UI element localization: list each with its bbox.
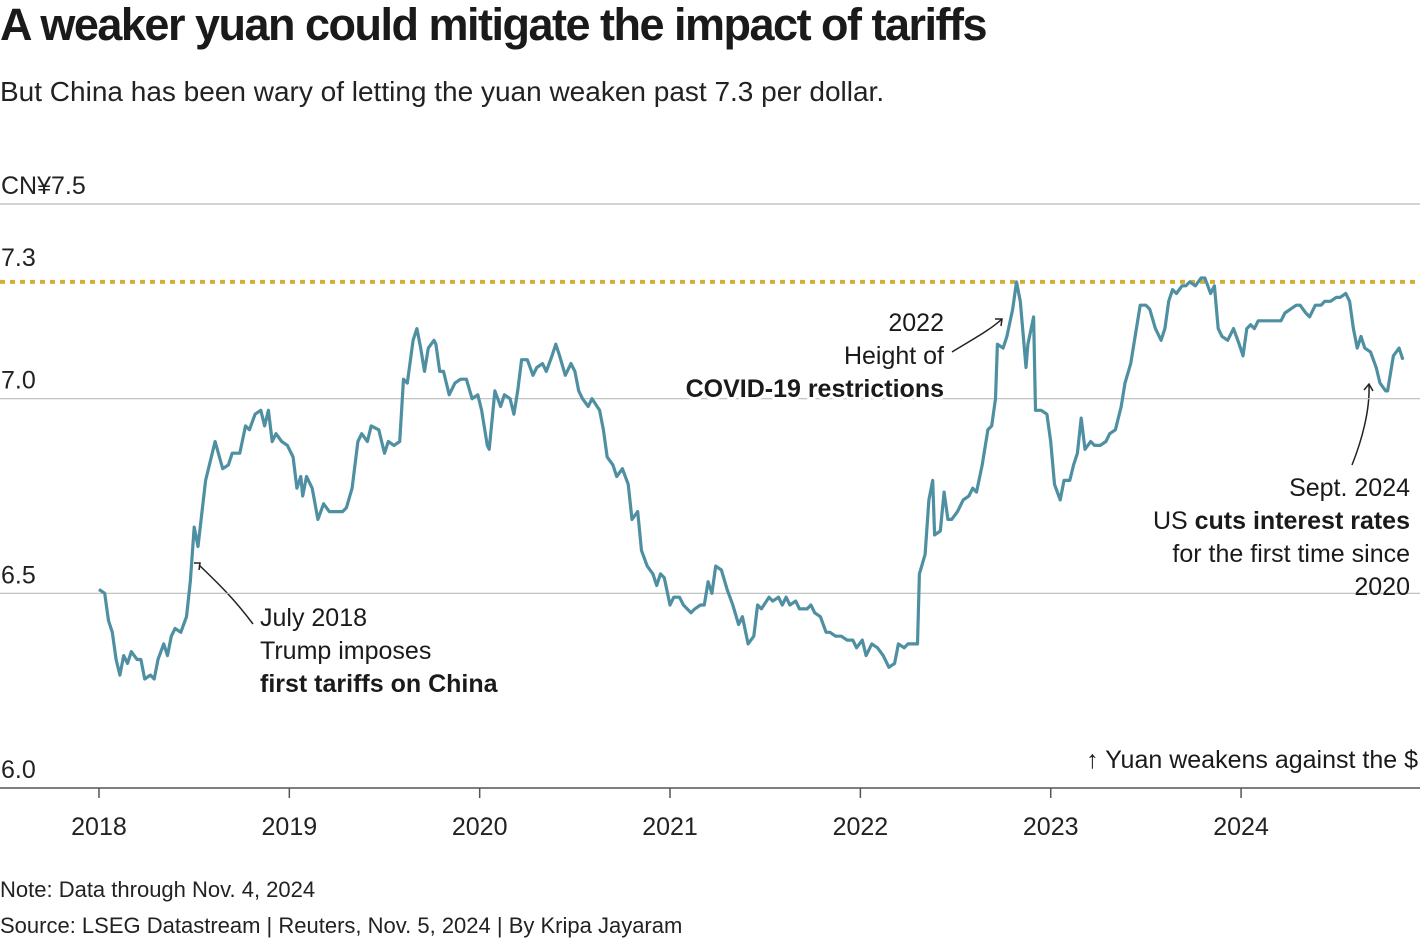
annotation: July 2018 <box>260 604 367 632</box>
direction-note: ↑ Yuan weakens against the $ <box>1086 746 1418 774</box>
annotation-text: cuts interest rates <box>1195 507 1410 535</box>
annotation: first tariffs on China <box>260 670 499 698</box>
annotation-text: 2022 <box>888 309 944 337</box>
y-tick-label: 6.5 <box>1 561 36 589</box>
arrow-head <box>995 318 1003 327</box>
source: Source: LSEG Datastream | Reuters, Nov. … <box>0 913 682 938</box>
annotation: Sept. 2024 <box>1289 474 1410 502</box>
x-tick-label: 2019 <box>262 813 318 841</box>
arrow-head <box>1363 382 1374 392</box>
annotation-text: US <box>1153 507 1195 535</box>
annotation-text: Trump imposes <box>260 637 431 665</box>
annotation-text: 2020 <box>1354 573 1410 601</box>
arrow <box>1351 384 1370 466</box>
annotation-text: July 2018 <box>260 604 367 632</box>
annotation: 2022 <box>888 309 944 337</box>
yuan-line <box>98 276 1405 681</box>
note: Note: Data through Nov. 4, 2024 <box>0 877 315 902</box>
arrow-head <box>194 562 201 571</box>
x-tick-label: 2022 <box>833 813 889 841</box>
annotation: 2020 <box>1354 573 1410 601</box>
y-tick-label: 6.0 <box>1 756 36 784</box>
x-tick-label: 2020 <box>452 813 508 841</box>
annotation: US cuts interest rates <box>1153 507 1410 535</box>
annotation: Height of <box>844 342 944 370</box>
annotation-text: Height of <box>844 342 944 370</box>
chart-title: A weaker yuan could mitigate the impact … <box>0 0 987 50</box>
annotation-text: for the first time since <box>1172 540 1410 568</box>
x-tick-label: 2018 <box>71 813 127 841</box>
chart-subtitle: But China has been wary of letting the y… <box>0 76 884 107</box>
y-tick-label: 7.0 <box>1 367 36 395</box>
annotation-text: first tariffs on China <box>260 670 499 698</box>
x-tick-label: 2024 <box>1213 813 1269 841</box>
annotation-text: Sept. 2024 <box>1289 474 1410 502</box>
x-tick-label: 2023 <box>1023 813 1079 841</box>
x-tick-label: 2021 <box>642 813 698 841</box>
y-tick-label: CN¥7.5 <box>1 172 86 200</box>
annotation: COVID-19 restrictions <box>686 375 944 403</box>
annotation: Trump imposes <box>260 637 431 665</box>
annotation-text: COVID-19 restrictions <box>686 375 944 403</box>
annotation: for the first time since <box>1172 540 1410 568</box>
reference-label: 7.3 <box>1 244 36 272</box>
annotation-arrows <box>194 318 1374 625</box>
arrow <box>198 564 254 625</box>
arrow <box>951 318 1003 353</box>
